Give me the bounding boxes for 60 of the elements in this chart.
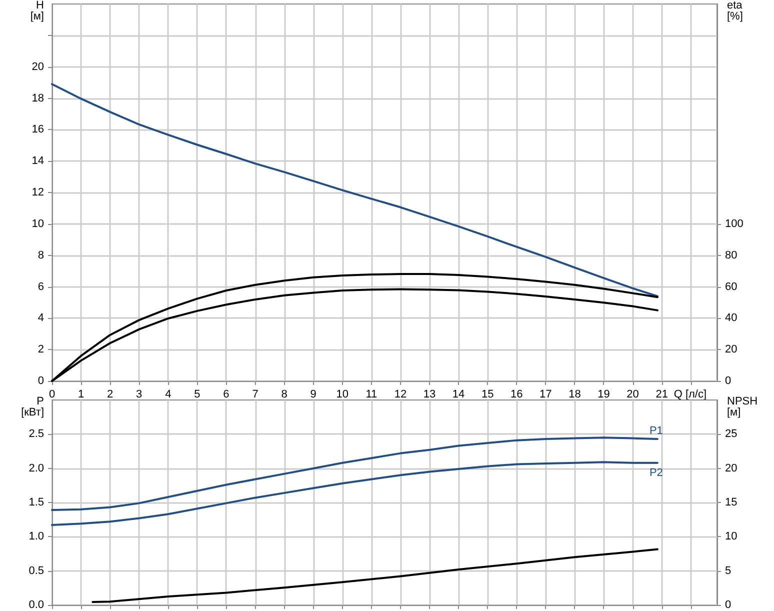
y-tick-label: 16 bbox=[32, 124, 44, 136]
y2-tick-label: 60 bbox=[725, 280, 738, 293]
x-tick-label: 2 bbox=[107, 388, 114, 400]
x-tick-label: 11 bbox=[366, 388, 378, 400]
y-tick-label: 10 bbox=[32, 218, 44, 230]
x-tick-label: 0 bbox=[48, 388, 56, 400]
x-tick-label: 18 bbox=[568, 388, 581, 400]
y2-tick-label: 100 bbox=[725, 218, 744, 230]
line-series bbox=[51, 83, 658, 298]
line-series bbox=[92, 548, 658, 603]
x-tick-label: 15 bbox=[481, 388, 494, 400]
series-label: P2 bbox=[649, 466, 663, 479]
y2-tick-label: 80 bbox=[725, 249, 738, 262]
y-axis-title: H [м] bbox=[30, 0, 44, 22]
y-tick-label: 4 bbox=[38, 312, 44, 324]
y-tick-label: 2.5 bbox=[28, 428, 44, 440]
x-tick-label: 10 bbox=[336, 388, 349, 400]
y2-tick-label: 0 bbox=[725, 599, 732, 611]
y2-tick-label: 0 bbox=[725, 375, 732, 387]
x-tick-label: 12 bbox=[394, 388, 407, 400]
series-label: P1 bbox=[649, 424, 663, 437]
y2-tick-label: 40 bbox=[725, 312, 738, 324]
y-tick-label: 1.5 bbox=[28, 496, 44, 508]
x-tick-label: 17 bbox=[540, 388, 552, 400]
x-tick-label: 9 bbox=[310, 388, 316, 400]
y-tick-label: 18 bbox=[32, 92, 44, 104]
y2-tick-label: 20 bbox=[725, 344, 738, 356]
y2-tick-label: 20 bbox=[725, 462, 738, 474]
x-tick-label: 3 bbox=[136, 388, 142, 400]
x-axis-title: Q [л/с] bbox=[674, 388, 707, 400]
y2-tick-label: 5 bbox=[725, 564, 732, 577]
y-tick-label: 8 bbox=[38, 249, 44, 262]
y-tick-label: 0.0 bbox=[28, 599, 44, 611]
y2-tick-label: 10 bbox=[725, 530, 738, 543]
y-tick-label: 6 bbox=[38, 280, 44, 293]
y-tick-label: 1.0 bbox=[28, 530, 44, 543]
x-tick-label: 20 bbox=[626, 388, 639, 400]
y-tick-label: 12 bbox=[32, 186, 44, 198]
x-tick-label: 4 bbox=[165, 388, 172, 400]
x-tick-label: 19 bbox=[598, 388, 610, 400]
x-tick-label: 8 bbox=[281, 388, 288, 400]
y2-axis-title: NPSH [м] bbox=[727, 396, 758, 418]
x-tick-label: 21 bbox=[656, 388, 668, 400]
x-tick-label: 1 bbox=[78, 388, 84, 400]
y-tick-label: 20 bbox=[32, 60, 44, 73]
x-tick-label: 7 bbox=[252, 388, 258, 400]
y-axis-title: P [кВт] bbox=[21, 396, 44, 418]
x-tick-label: 13 bbox=[423, 388, 436, 400]
y-tick-label: 2.0 bbox=[28, 462, 44, 474]
y2-tick-label: 15 bbox=[725, 496, 738, 508]
x-tick-label: 6 bbox=[223, 388, 230, 400]
y-tick-label: 2 bbox=[38, 344, 44, 356]
y-tick-label: 14 bbox=[32, 155, 44, 168]
x-tick-label: 16 bbox=[510, 388, 523, 400]
x-tick-label: 5 bbox=[194, 388, 200, 400]
x-tick-label: 14 bbox=[452, 388, 465, 400]
y-tick-label: 0 bbox=[38, 375, 44, 387]
y-tick-label: 0.5 bbox=[28, 564, 44, 577]
y2-axis-title: eta [%] bbox=[727, 0, 744, 22]
y2-tick-label: 25 bbox=[725, 428, 738, 440]
